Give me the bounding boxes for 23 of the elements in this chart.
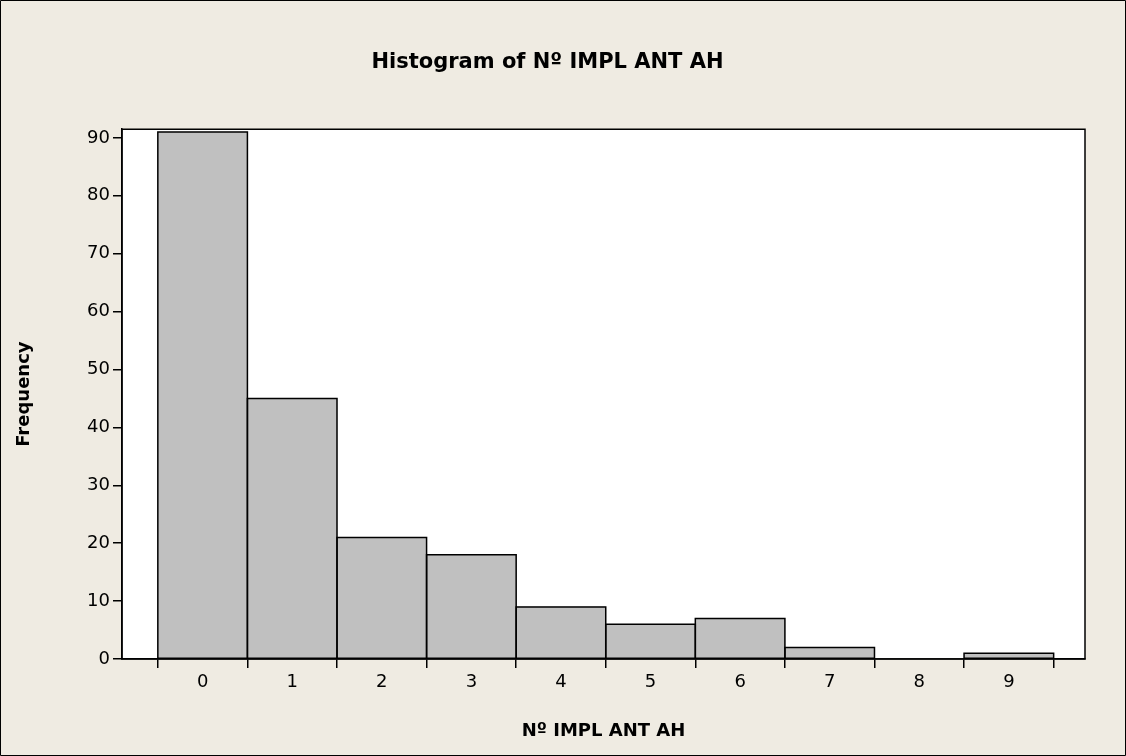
- x-tick-label: 8: [913, 670, 925, 692]
- y-tick-label: 80: [87, 183, 110, 205]
- x-tick-label: 5: [644, 670, 657, 692]
- chart-title: Histogram of Nº IMPL ANT AH: [371, 49, 724, 74]
- y-tick-label: 60: [87, 299, 110, 321]
- x-tick-label: 3: [465, 670, 478, 692]
- y-tick-label: 10: [87, 588, 110, 610]
- x-tick-label: 0: [196, 670, 209, 692]
- y-tick-label: 90: [87, 125, 110, 147]
- x-axis-title: Nº IMPL ANT AH: [521, 718, 686, 740]
- y-tick-label: 50: [87, 357, 110, 379]
- x-tick-label: 6: [734, 670, 746, 692]
- x-tick-label: 2: [376, 670, 388, 692]
- x-tick-label: 4: [555, 670, 567, 692]
- x-tick-label: 7: [823, 670, 836, 692]
- y-tick-label: 40: [87, 415, 110, 437]
- y-axis-title: Frequency: [12, 341, 34, 447]
- y-tick-label: 70: [87, 241, 110, 263]
- x-tick-label: 9: [1003, 670, 1015, 692]
- y-tick-label: 0: [98, 646, 110, 668]
- y-tick-label: 20: [87, 530, 110, 552]
- x-tick-label: 1: [286, 670, 298, 692]
- y-tick-label: 30: [87, 472, 110, 494]
